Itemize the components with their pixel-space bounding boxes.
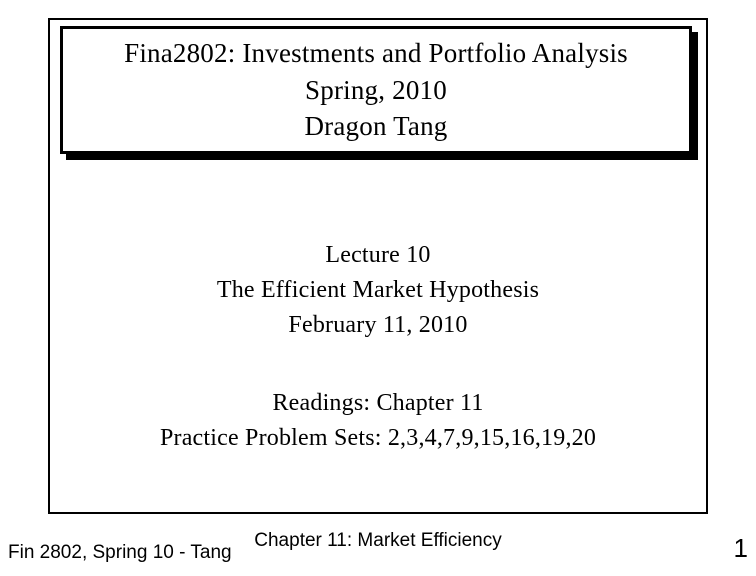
course-term: Spring, 2010 (305, 72, 447, 108)
title-box: Fina2802: Investments and Portfolio Anal… (60, 26, 692, 154)
lecture-topic: The Efficient Market Hypothesis (60, 273, 696, 308)
footer-page-number: 1 (734, 533, 748, 564)
readings-chapter: Readings: Chapter 11 (60, 386, 696, 421)
course-title: Fina2802: Investments and Portfolio Anal… (124, 35, 628, 71)
lecture-number: Lecture 10 (60, 238, 696, 273)
lecture-date: February 11, 2010 (60, 308, 696, 343)
course-instructor: Dragon Tang (304, 108, 447, 144)
lecture-block: Lecture 10 The Efficient Market Hypothes… (60, 238, 696, 342)
readings-block: Readings: Chapter 11 Practice Problem Se… (60, 386, 696, 456)
footer-left: Fin 2802, Spring 10 - Tang (8, 542, 232, 564)
footer: Chapter 11: Market Efficiency Fin 2802, … (0, 526, 756, 566)
readings-problems: Practice Problem Sets: 2,3,4,7,9,15,16,1… (60, 421, 696, 456)
